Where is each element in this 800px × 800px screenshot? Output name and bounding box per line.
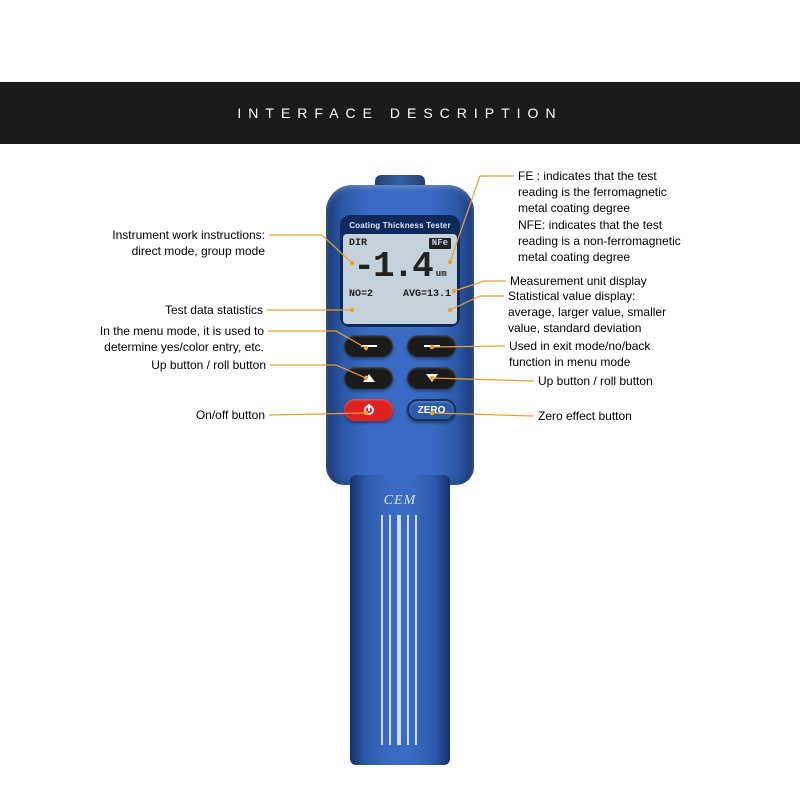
- display-probe: NFe: [429, 238, 451, 249]
- button-panel: ZERO: [344, 335, 456, 421]
- annotation-up_roll_l: Up button / roll button: [113, 357, 266, 373]
- annotation-work_mode: Instrument work instructions: direct mod…: [55, 227, 265, 259]
- up-button[interactable]: [344, 367, 393, 389]
- annotation-stat_val: Statistical value display: average, larg…: [508, 288, 728, 337]
- display-avg: AVG=13.1: [403, 289, 451, 300]
- device: Coating Thickness Tester DIR NFe -1.4 um…: [326, 185, 474, 765]
- display-value: -1.4: [353, 249, 431, 285]
- down-arrow-icon: [426, 374, 438, 382]
- up-arrow-icon: [363, 374, 375, 382]
- device-handle: CEM: [350, 475, 450, 765]
- annotation-up_roll_r: Up button / roll button: [538, 373, 718, 389]
- annotation-zero: Zero effect button: [538, 408, 718, 424]
- device-head: Coating Thickness Tester DIR NFe -1.4 um…: [326, 185, 474, 485]
- annotation-fe_nfe: FE : indicates that the test reading is …: [518, 168, 738, 265]
- zero-label: ZERO: [418, 405, 446, 416]
- power-button[interactable]: [344, 399, 393, 421]
- annotation-exit_no: Used in exit mode/no/back function in me…: [509, 338, 719, 370]
- annotation-menu_yes: In the menu mode, it is used to determin…: [32, 323, 264, 355]
- screen-title: Coating Thickness Tester: [343, 218, 457, 234]
- power-icon: [364, 405, 374, 415]
- annotation-onoff: On/off button: [160, 407, 265, 423]
- handle-grip-stripes: [379, 515, 421, 745]
- screen-frame: Coating Thickness Tester DIR NFe -1.4 um…: [340, 215, 460, 327]
- menu-no-button[interactable]: [407, 335, 456, 357]
- menu-yes-button[interactable]: [344, 335, 393, 357]
- annotation-unit: Measurement unit display: [510, 273, 710, 289]
- brand-label: CEM: [384, 493, 417, 509]
- zero-button[interactable]: ZERO: [407, 399, 456, 421]
- display-unit: um: [436, 269, 447, 279]
- header-band: INTERFACE DESCRIPTION: [0, 82, 800, 144]
- header-title: INTERFACE DESCRIPTION: [237, 105, 562, 121]
- lcd-screen: DIR NFe -1.4 um NO=2 AVG=13.1: [343, 234, 457, 324]
- display-no: NO=2: [349, 289, 373, 300]
- annotation-stats: Test data statistics: [118, 302, 263, 318]
- down-button[interactable]: [407, 367, 456, 389]
